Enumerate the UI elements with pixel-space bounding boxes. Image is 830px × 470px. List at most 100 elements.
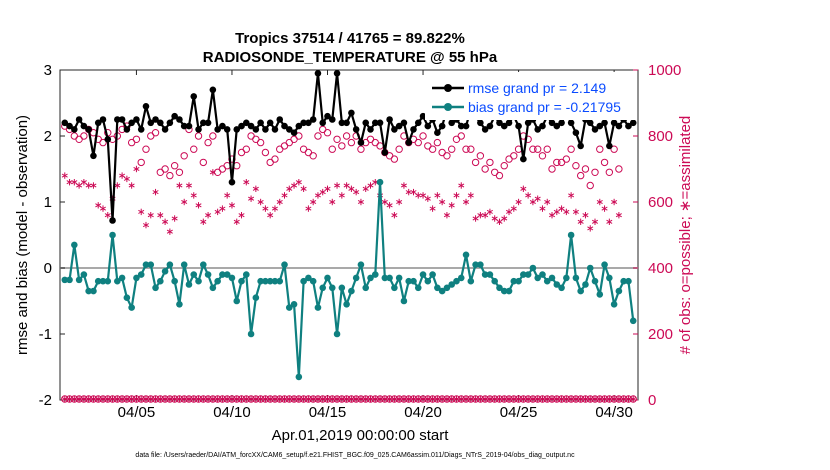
- assimilated-count-baseline-point: [544, 395, 551, 403]
- possible-count-point: [615, 165, 623, 173]
- rmse-point: [185, 122, 193, 130]
- assimilated-count-baseline-point: [525, 395, 532, 403]
- bias-point: [405, 277, 413, 285]
- assimilated-count-baseline-point: [377, 395, 384, 403]
- assimilated-count-baseline-point: [372, 395, 379, 403]
- rmse-point: [362, 119, 370, 127]
- possible-count-point: [347, 138, 356, 147]
- assimilated-count-baseline-point: [95, 395, 102, 403]
- bias-point: [543, 277, 551, 285]
- bias-point: [381, 274, 389, 282]
- rmse-point: [200, 119, 207, 127]
- bias-point: [352, 274, 360, 282]
- bias-point: [252, 294, 260, 302]
- legend-bias-marker: [444, 103, 452, 111]
- assimilated-count-point: [534, 195, 541, 202]
- assimilated-count-point: [462, 198, 470, 206]
- assimilated-count-baseline-point: [338, 395, 345, 403]
- rmse-point: [343, 119, 350, 127]
- left-tick-label: 1: [44, 194, 52, 211]
- possible-count-point: [543, 145, 551, 153]
- rmse-point: [166, 119, 174, 127]
- bias-point: [558, 284, 565, 292]
- assimilated-count-point: [276, 198, 283, 206]
- bias-point: [438, 287, 446, 295]
- assimilated-count-baseline-point: [491, 395, 498, 403]
- assimilated-count-point: [104, 212, 111, 219]
- assimilated-count-baseline-point: [572, 395, 579, 403]
- assimilated-count-point: [61, 172, 68, 179]
- bias-point: [467, 277, 475, 285]
- assimilated-count-baseline-point: [462, 395, 470, 403]
- bias-point: [71, 241, 78, 249]
- assimilated-count-baseline-point: [109, 395, 116, 403]
- assimilated-count-point: [582, 212, 589, 219]
- assimilated-count-point: [591, 218, 599, 225]
- assimilated-count-point: [138, 208, 145, 216]
- rmse-point: [591, 126, 599, 133]
- bias-point: [114, 277, 121, 285]
- rmse-point: [214, 126, 221, 133]
- bias-point: [625, 277, 632, 285]
- bias-point: [99, 277, 107, 285]
- rmse-point: [142, 103, 150, 110]
- bias-point: [414, 284, 422, 292]
- rmse-point: [157, 119, 164, 127]
- assimilated-count-point: [142, 221, 150, 229]
- assimilated-count-baseline-point: [114, 395, 121, 403]
- bias-point: [477, 261, 484, 269]
- bias-point: [424, 277, 432, 285]
- assimilated-count-baseline-point: [171, 395, 178, 403]
- assimilated-count-point: [601, 205, 608, 212]
- bias-point: [290, 301, 298, 308]
- rmse-point: [381, 149, 389, 156]
- bias-point: [582, 281, 589, 288]
- chart-title-line-1: Tropics 37514 / 41765 = 89.822%: [235, 30, 465, 47]
- assimilated-count-baseline-point: [224, 395, 231, 403]
- assimilated-count-point: [181, 198, 188, 206]
- assimilated-count-point: [114, 182, 121, 189]
- assimilated-count-point: [396, 198, 403, 206]
- rmse-point: [190, 93, 198, 100]
- assimilated-count-baseline-point: [257, 395, 264, 403]
- bias-point: [195, 277, 202, 285]
- possible-count-point: [194, 132, 203, 140]
- assimilated-count-point: [195, 202, 202, 209]
- possible-count-point: [605, 168, 614, 177]
- assimilated-count-point: [99, 205, 107, 212]
- rmse-point: [66, 122, 73, 130]
- rmse-point: [462, 122, 470, 130]
- assimilated-count-baseline-point: [553, 395, 560, 403]
- assimilated-count-baseline-point: [420, 395, 427, 403]
- possible-count-point: [581, 165, 590, 173]
- assimilated-count-baseline-point: [577, 395, 584, 403]
- assimilated-count-baseline-point: [534, 395, 541, 403]
- assimilated-count-point: [439, 198, 446, 206]
- bias-point: [328, 284, 336, 292]
- data-file-footer: data file: /Users/raeder/DAI/ATM_forcXX/…: [135, 452, 575, 459]
- possible-count-point: [495, 171, 504, 180]
- assimilated-count-baseline-point: [200, 395, 207, 403]
- bias-point: [481, 271, 489, 278]
- possible-count-point: [190, 145, 198, 153]
- rmse-point: [290, 129, 298, 136]
- assimilated-count-baseline-point: [386, 395, 393, 403]
- assimilated-count-point: [147, 212, 154, 219]
- assimilated-count-point: [410, 188, 417, 196]
- rmse-point: [405, 139, 413, 146]
- chart-title-line-2: RADIOSONDE_TEMPERATURE @ 55 hPa: [203, 49, 498, 66]
- assimilated-count-point: [262, 205, 269, 212]
- assimilated-count-baseline-point: [591, 395, 599, 403]
- assimilated-count-baseline-point: [410, 395, 417, 403]
- bias-point: [204, 271, 212, 278]
- possible-count-point: [166, 171, 174, 180]
- assimilated-count-point: [606, 218, 613, 225]
- assimilated-count-point: [171, 215, 178, 222]
- bias-point: [386, 274, 393, 282]
- x-tick-label: 04/05: [118, 404, 156, 421]
- assimilated-count-baseline-point: [601, 395, 608, 403]
- possible-count-point: [342, 132, 351, 140]
- assimilated-count-point: [314, 192, 321, 199]
- rmse-point: [285, 126, 293, 133]
- rmse-point: [486, 122, 494, 130]
